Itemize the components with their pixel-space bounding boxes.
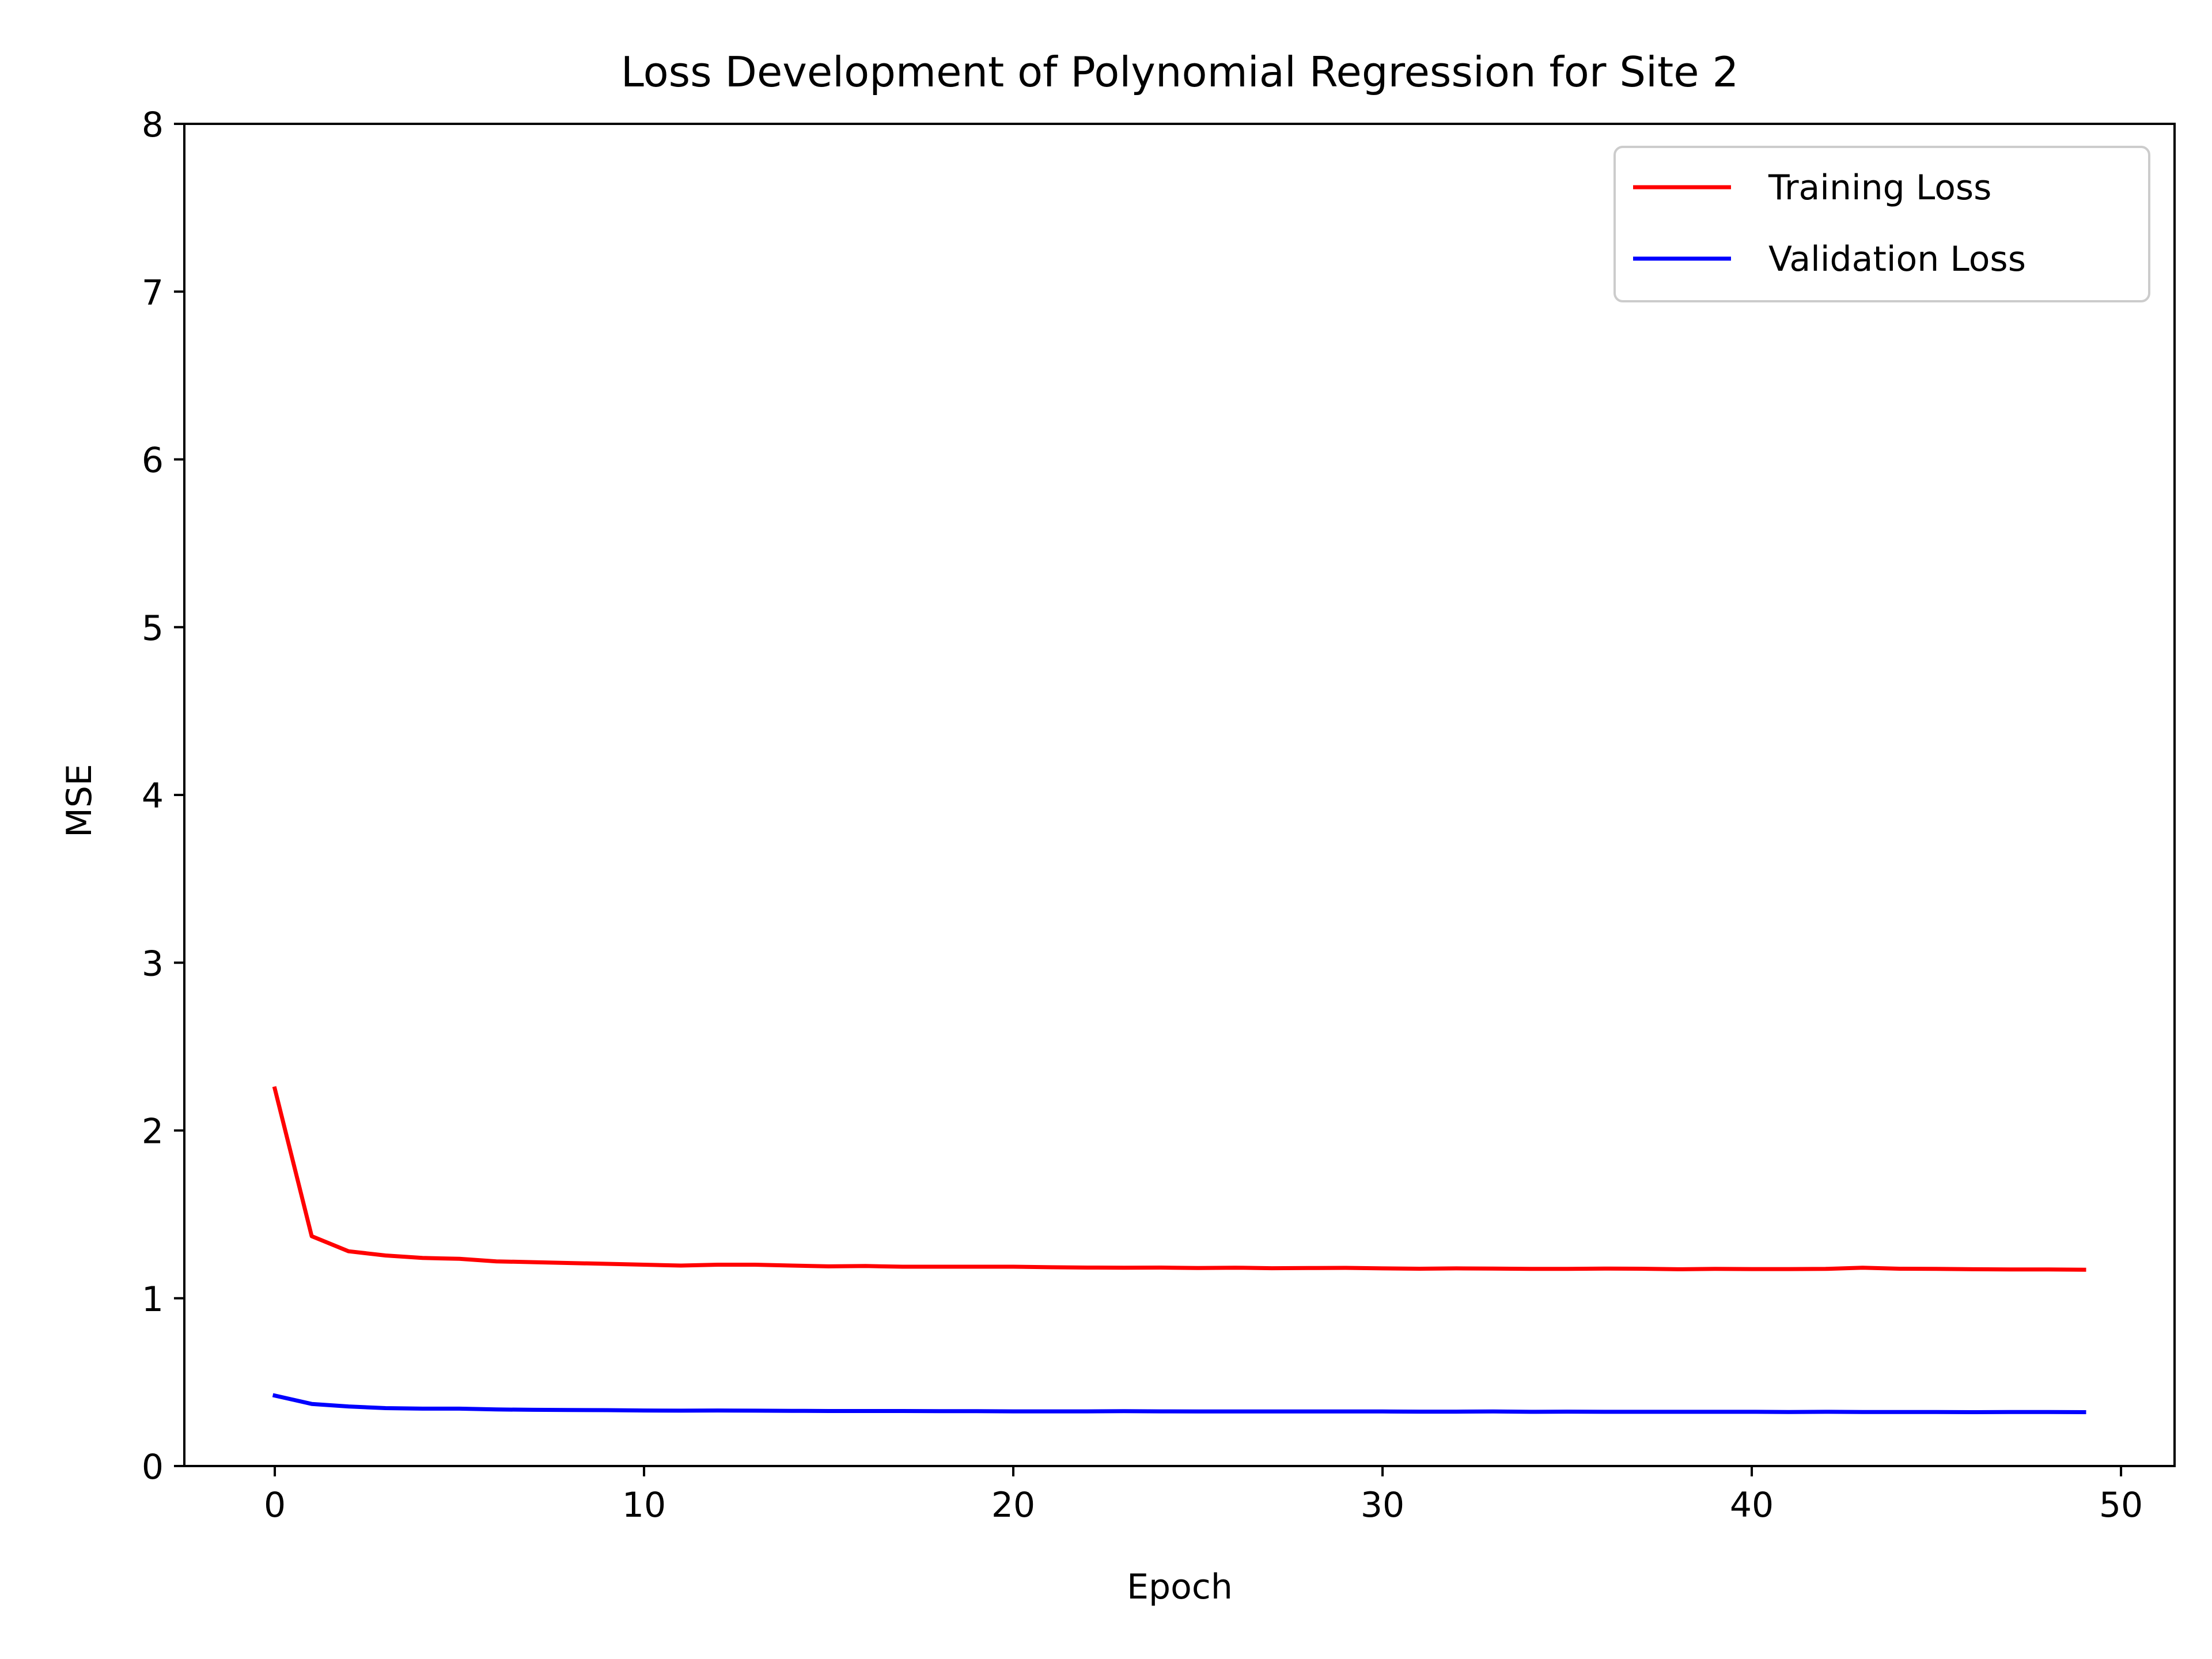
y-tick-label-2: 2 (142, 1112, 164, 1152)
legend-label-training: Training Loss (1768, 168, 1991, 208)
y-tick-label-7: 7 (142, 272, 164, 313)
x-tick-label-10: 10 (622, 1485, 666, 1525)
legend-label-validation: Validation Loss (1768, 239, 2026, 279)
y-axis-label: MSE (59, 764, 100, 838)
y-tick-label-4: 4 (142, 776, 164, 816)
x-tick-label-0: 0 (264, 1485, 286, 1525)
y-tick-label-5: 5 (142, 608, 164, 649)
series-line-training-loss (272, 1086, 2086, 1272)
series-line-validation-loss (272, 1393, 2086, 1415)
x-tick-label-40: 40 (1730, 1485, 1774, 1525)
x-tick-label-30: 30 (1361, 1485, 1404, 1525)
chart-title: Loss Development of Polynomial Regressio… (621, 48, 1739, 96)
y-tick-label-3: 3 (142, 944, 164, 984)
x-tick-label-50: 50 (2099, 1485, 2143, 1525)
legend: Training Loss Validation Loss (1613, 146, 2150, 302)
plot-area: 0 10 20 30 40 50 0 1 2 3 4 5 6 7 8 (142, 105, 2176, 1525)
legend-box (1613, 146, 2150, 302)
y-tick-label-6: 6 (142, 441, 164, 481)
y-tick-label-0: 0 (142, 1447, 164, 1487)
y-tick-label-1: 1 (142, 1279, 164, 1320)
y-tick-label-8: 8 (142, 105, 164, 145)
x-axis-label: Epoch (1127, 1567, 1233, 1607)
x-tick-label-20: 20 (991, 1485, 1035, 1525)
